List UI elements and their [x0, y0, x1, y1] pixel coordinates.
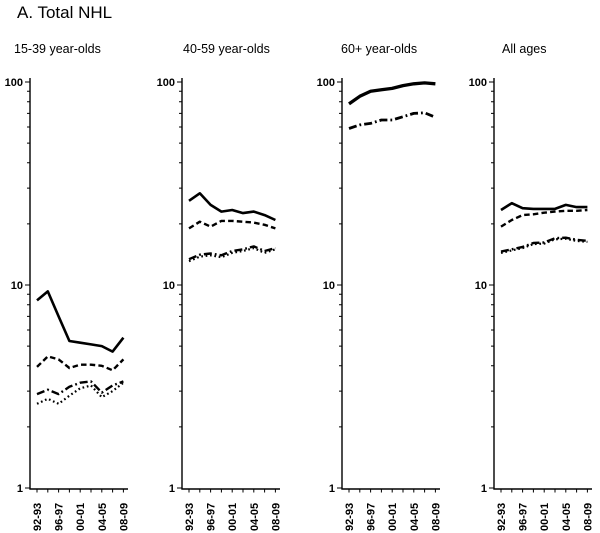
panel-title: 40-59 year-olds [183, 42, 270, 56]
y-tick-label: 10 [323, 280, 335, 292]
x-tick-label: 00-01 [75, 503, 87, 531]
x-tick-label: 00-01 [539, 503, 551, 531]
y-tick-label: 100 [469, 77, 487, 89]
x-tick-label: 92-93 [344, 503, 356, 531]
y-tick-label: 1 [169, 483, 175, 495]
y-tick-label: 1 [329, 483, 335, 495]
x-tick-label: 96-97 [54, 503, 66, 531]
series-solid-line [500, 201, 588, 212]
y-tick-label: 10 [11, 280, 23, 292]
series-solid-line [348, 81, 436, 106]
x-tick-label: 00-01 [227, 503, 239, 531]
x-tick-label: 08-09 [270, 503, 282, 531]
axis-lines [181, 78, 280, 490]
x-tick-label: 96-97 [206, 503, 218, 531]
x-tick-label: 04-05 [561, 503, 573, 531]
x-tick-label: 92-93 [496, 503, 508, 531]
tick-marks [25, 81, 124, 493]
series-solid-line [188, 192, 276, 222]
series-dashed-line [500, 208, 588, 228]
series-dashed-line [188, 219, 276, 230]
y-tick-label: 100 [317, 77, 335, 89]
tick-marks [177, 81, 276, 493]
panel-3: 60+ year-olds 100 10 1 92-93 96-97 00-01 04-05 0… [317, 42, 443, 531]
figure-title: A. Total NHL [17, 3, 113, 22]
x-tick-label: 92-93 [32, 503, 44, 531]
axis-lines [29, 78, 128, 490]
series-dotted-line [188, 247, 276, 263]
y-tick-label: 1 [481, 483, 487, 495]
panel-title: 15-39 year-olds [14, 42, 101, 56]
panel-title: 60+ year-olds [341, 42, 417, 56]
tick-marks [337, 81, 436, 493]
series-dash-dot-line [36, 380, 124, 396]
x-tick-label: 92-93 [184, 503, 196, 531]
x-tick-label: 08-09 [582, 503, 594, 531]
y-tick-label: 100 [157, 77, 175, 89]
x-tick-label: 04-05 [249, 503, 261, 531]
x-tick-label: 08-09 [430, 503, 442, 531]
series-dotted-line [500, 237, 588, 254]
axis-lines [493, 78, 592, 490]
x-tick-label: 08-09 [118, 503, 130, 531]
series-dashed-line [36, 355, 125, 372]
panel-2: 40-59 year-olds 100 10 1 92-93 96-97 00-01 04-0… [157, 42, 283, 531]
panel-title: All ages [502, 42, 546, 56]
x-tick-label: 04-05 [409, 503, 421, 531]
series-dash-dot-line [348, 111, 436, 130]
y-tick-label: 10 [163, 280, 175, 292]
series-solid-line [36, 290, 125, 353]
y-tick-label: 100 [5, 77, 23, 89]
panel-4: All ages 100 10 1 92-93 96-97 00-01 04-05 08-09 [469, 42, 595, 531]
y-tick-label: 1 [17, 483, 23, 495]
x-tick-label: 96-97 [518, 503, 530, 531]
series-dash-dot-line [188, 245, 276, 261]
x-tick-label: 04-05 [97, 503, 109, 531]
axis-lines [341, 78, 440, 490]
panel-1: 15-39 year-olds 100 10 1 92-93 96-97 00-01 04-0… [5, 42, 131, 531]
x-tick-label: 00-01 [387, 503, 399, 531]
x-tick-label: 96-97 [366, 503, 378, 531]
tick-marks [489, 81, 588, 493]
y-tick-label: 10 [475, 280, 487, 292]
